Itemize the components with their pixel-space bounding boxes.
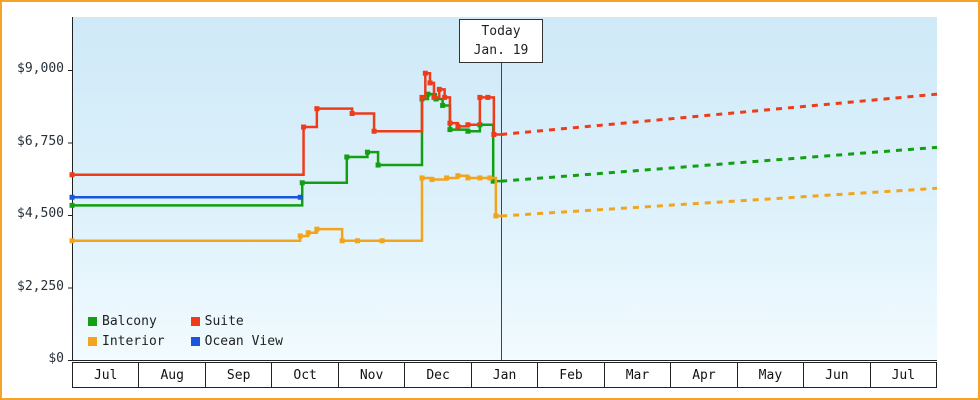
series-forecast-line-suite (501, 92, 938, 136)
legend-item-interior: Interior (88, 334, 165, 349)
legend-label-interior: Interior (102, 334, 165, 349)
series-point-marker (493, 213, 499, 219)
legend-label-balcony: Balcony (102, 314, 157, 329)
series-point-marker (465, 122, 471, 128)
month-label: Jan (471, 362, 539, 388)
series-point-marker (419, 94, 425, 100)
x-axis-month-row: Jul Aug Sep Oct Nov Dec Jan Feb Mar Apr May Jun Jul (72, 362, 938, 388)
legend-swatch-interior (88, 337, 97, 346)
series-point-marker (477, 94, 483, 100)
series-point-marker (69, 172, 75, 178)
series-point-marker (491, 131, 497, 137)
month-label: Dec (405, 362, 472, 388)
series-point-marker (69, 238, 75, 244)
month-label: Apr (671, 362, 738, 388)
y-tick-label: $9,000 (17, 61, 64, 76)
series-point-marker (364, 149, 370, 155)
month-label: Aug (139, 362, 206, 388)
y-tick-label: $2,250 (17, 278, 64, 294)
series-forecast-line-interior (501, 186, 938, 218)
series-line-interior (72, 174, 502, 243)
series-point-marker (465, 175, 471, 181)
series-point-marker (339, 238, 345, 244)
series-point-marker (297, 233, 303, 239)
month-label: Jul (73, 362, 140, 388)
series-point-marker (299, 180, 305, 186)
y-tick-label: $0 (48, 351, 64, 366)
series-point-marker (485, 94, 491, 100)
series-point-marker (477, 175, 483, 181)
series-point-marker (425, 91, 431, 97)
legend-label-ocean-view: Ocean View (204, 334, 283, 349)
series-point-marker (297, 194, 303, 200)
month-label: Jul (870, 362, 938, 388)
legend-label-suite: Suite (204, 314, 244, 329)
series-point-marker (314, 226, 320, 232)
month-label: Feb (538, 362, 605, 388)
month-label: Jun (804, 362, 871, 388)
series-point-marker (379, 238, 385, 244)
y-tick-label: $6,750 (17, 133, 64, 149)
series-point-marker (431, 94, 437, 100)
month-label: May (737, 362, 805, 388)
month-label: Mar (604, 362, 672, 388)
series-point-marker (69, 194, 75, 200)
y-tick-label: $4,500 (17, 206, 64, 221)
today-marker-label: Today Jan. 19 (459, 19, 543, 63)
month-label: Oct (272, 362, 339, 388)
series-point-marker (314, 106, 320, 112)
series-point-marker (354, 238, 360, 244)
month-label: Sep (205, 362, 273, 388)
series-point-marker (447, 120, 453, 126)
series-point-marker (422, 70, 428, 76)
series-point-marker (455, 173, 461, 179)
series-point-marker (301, 124, 307, 130)
series-point-marker (465, 128, 471, 134)
series-point-marker (349, 111, 355, 116)
series-point-marker (69, 202, 75, 208)
legend-swatch-ocean-view (190, 337, 200, 346)
legend: Balcony Suite Interior Ocean View (88, 314, 283, 349)
series-forecast-line-balcony (501, 145, 938, 183)
plot-area (72, 17, 937, 360)
series-point-marker (375, 162, 381, 168)
month-label: Nov (338, 362, 406, 388)
today-label-line2: Jan. 19 (473, 43, 529, 58)
series-point-marker (344, 154, 350, 160)
legend-swatch-suite (190, 317, 200, 326)
series-point-marker (305, 230, 311, 236)
series-point-marker (447, 127, 453, 133)
series-point-marker (487, 175, 493, 181)
series-point-marker (436, 86, 442, 92)
legend-item-ocean-view: Ocean View (190, 334, 283, 349)
series-point-marker (427, 80, 433, 86)
legend-item-balcony: Balcony (88, 314, 165, 329)
legend-swatch-balcony (88, 317, 97, 326)
legend-item-suite: Suite (190, 314, 283, 329)
today-label-line1: Today (481, 24, 521, 39)
series-point-marker (455, 123, 461, 129)
y-axis-labels: $0 $2,250 $4,500 $6,750 $9,000 (2, 2, 66, 398)
series-point-marker (419, 175, 425, 181)
series-point-marker (442, 94, 448, 100)
series-point-marker (429, 177, 435, 183)
series-point-marker (444, 175, 450, 181)
series-line-balcony (72, 92, 502, 207)
series-point-marker (371, 128, 377, 134)
series-point-marker (440, 102, 446, 108)
series-point-marker (490, 178, 496, 184)
